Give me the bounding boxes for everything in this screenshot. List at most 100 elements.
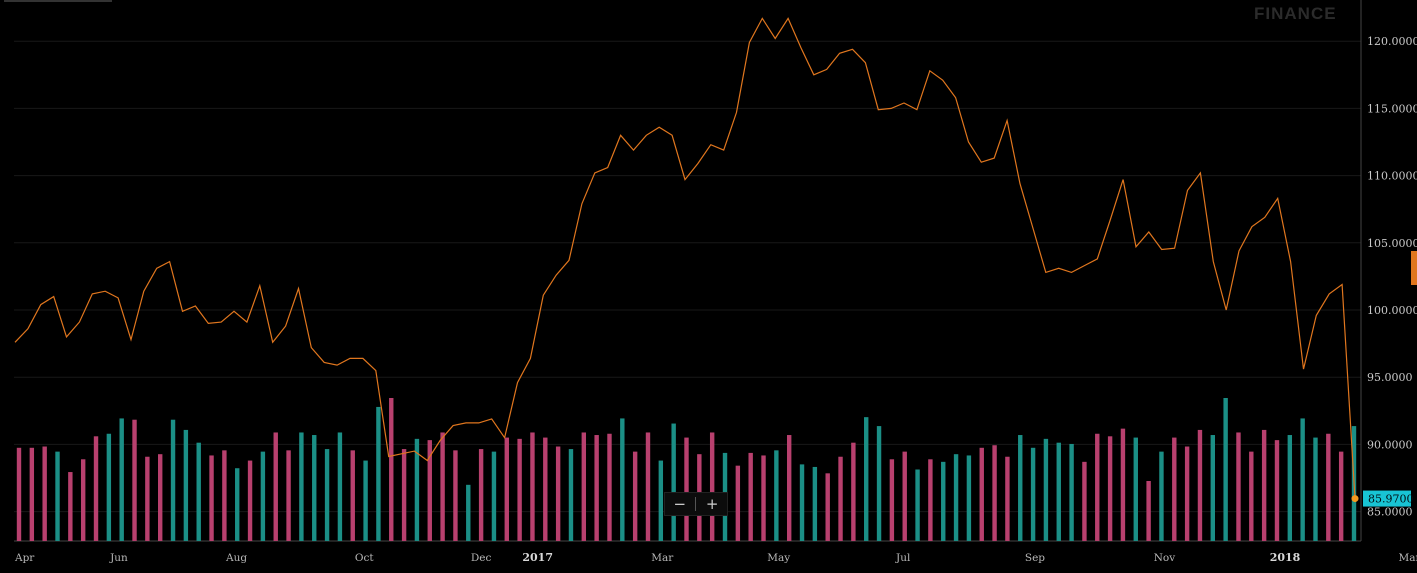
volume-bar: [1172, 437, 1177, 541]
right-edge-handle[interactable]: [1411, 251, 1417, 285]
volume-bar: [414, 438, 420, 541]
volume-bar: [427, 440, 432, 541]
volume-bar: [222, 450, 227, 541]
volume-bar: [440, 432, 445, 541]
volume-bar: [889, 459, 895, 541]
volume-bar: [645, 432, 651, 541]
volume-bar: [799, 464, 805, 541]
volume-bar: [42, 446, 47, 541]
volume-bar: [1261, 429, 1267, 541]
volume-bar: [812, 466, 818, 541]
x-tick-label: Sep: [1025, 552, 1045, 564]
volume-bar: [196, 442, 201, 541]
zoom-in-button[interactable]: +: [705, 495, 719, 513]
price-line: [14, 17, 1356, 499]
volume-bar: [902, 451, 907, 541]
volume-bar: [132, 419, 137, 541]
volume-bar: [1005, 456, 1010, 541]
volume-bar: [16, 447, 22, 541]
volume-bar: [273, 432, 278, 541]
y-tick-label: 100.0000: [1367, 304, 1417, 317]
volume-bar: [555, 446, 561, 541]
y-tick-label: 105.0000: [1367, 237, 1417, 250]
volume-bar: [607, 433, 612, 541]
volume-bar: [247, 460, 253, 541]
volume-bar: [93, 436, 99, 541]
last-price-label: 85.9700: [1368, 493, 1414, 506]
volume-bar: [1133, 437, 1138, 541]
zoom-divider: [695, 497, 697, 511]
volume-bar: [774, 450, 779, 541]
x-tick-label: Oct: [355, 552, 374, 564]
x-tick-label: Jul: [895, 552, 911, 564]
volume-bar: [80, 459, 86, 541]
x-tick-label: Jun: [109, 552, 128, 564]
volume-bar: [1030, 447, 1036, 541]
x-tick-label: 2017: [522, 551, 553, 564]
volume-bar: [209, 455, 214, 541]
volume-bar: [106, 433, 112, 541]
volume-bar: [1326, 433, 1331, 541]
volume-bar: [1210, 435, 1215, 541]
volume-bar: [491, 451, 497, 541]
volume-bar: [1197, 429, 1203, 541]
volume-bar: [530, 432, 535, 541]
volume-bar: [1249, 451, 1254, 541]
volume-bar: [632, 451, 638, 541]
y-tick-label: 85.0000: [1367, 506, 1413, 519]
volume-bar: [1018, 435, 1023, 541]
volume-bar: [966, 455, 972, 541]
volume-bar: [517, 438, 522, 541]
volume-bar: [838, 456, 843, 541]
last-price-dot: [1351, 495, 1359, 503]
volume-bar: [158, 454, 163, 541]
volume-bar: [543, 437, 548, 541]
volume-bar: [953, 454, 959, 541]
x-tick-label: Nov: [1154, 552, 1176, 564]
volume-bar: [466, 484, 471, 541]
volume-bar: [1107, 436, 1113, 541]
volume-bar: [941, 461, 946, 541]
volume-bar: [735, 465, 741, 541]
volume-bar: [235, 468, 240, 541]
volume-bar: [1146, 480, 1151, 541]
volume-bar: [1082, 461, 1087, 541]
volume-bar: [29, 447, 35, 541]
volume-bar: [1300, 418, 1305, 541]
volume-bar: [1223, 398, 1228, 541]
last-price-badge: [1363, 490, 1411, 507]
volume-bar: [1069, 443, 1074, 541]
volume-bar: [581, 432, 587, 541]
volume-bar: [709, 432, 715, 541]
volume-bar: [350, 450, 355, 541]
volume-bar: [1236, 432, 1241, 541]
y-tick-label: 120.0000: [1367, 35, 1417, 48]
x-tick-label: Mar: [651, 552, 674, 564]
volume-bar: [363, 460, 368, 541]
zoom-control: − +: [664, 492, 728, 516]
volume-bar: [1095, 433, 1100, 541]
volume-bar: [1159, 451, 1164, 541]
volume-bar: [851, 442, 856, 541]
volume-bar: [389, 398, 394, 541]
top-toolbar-edge: [4, 0, 112, 2]
volume-bar: [786, 435, 792, 541]
volume-bar: [1338, 451, 1344, 541]
volume-bar: [1043, 438, 1049, 541]
volume-bar: [286, 450, 291, 541]
volume-bar: [324, 449, 330, 541]
volume-bar: [876, 426, 882, 541]
volume-bar: [1287, 435, 1293, 541]
volume-bar: [825, 473, 830, 541]
volume-bar: [1184, 446, 1190, 541]
volume-bar: [504, 437, 509, 541]
x-tick-label: May: [767, 552, 790, 564]
volume-bar: [915, 469, 920, 541]
volume-bar: [453, 450, 458, 541]
volume-bar: [594, 435, 599, 541]
volume-bar: [145, 456, 150, 541]
volume-bar: [260, 451, 266, 541]
zoom-out-button[interactable]: −: [673, 495, 687, 513]
volume-bar: [478, 449, 484, 541]
